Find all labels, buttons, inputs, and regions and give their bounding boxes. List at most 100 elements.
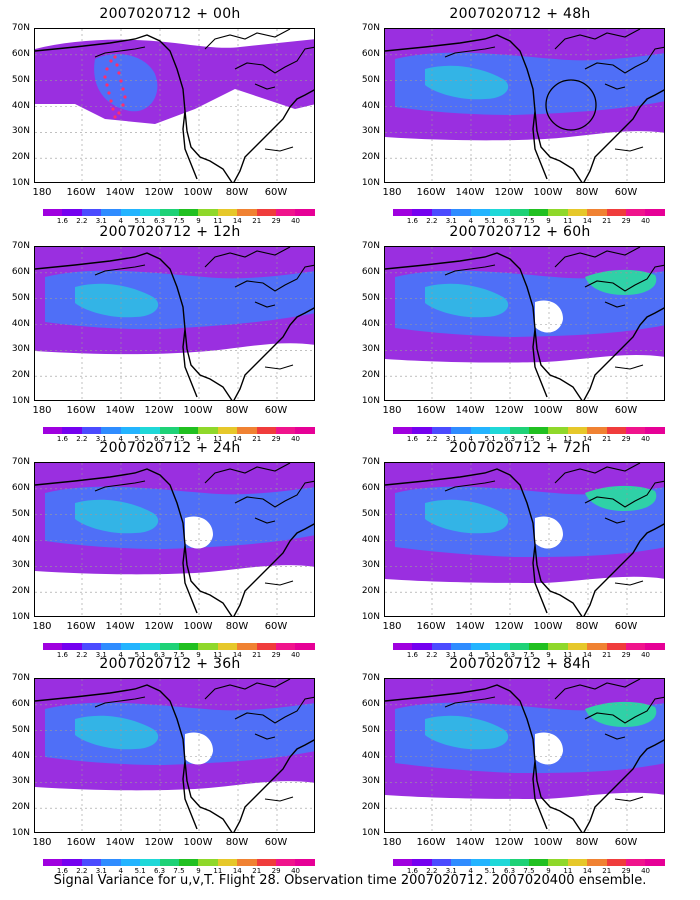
- colorbar-tick-label: 40: [291, 651, 301, 659]
- colorbar-swatch: [140, 209, 160, 216]
- longitude-label: 60W: [264, 405, 288, 416]
- colorbar-tick-label: 11: [563, 217, 573, 225]
- colorbar-swatch: [217, 209, 238, 216]
- colorbar-tick-label: 29: [621, 217, 631, 225]
- coastline-detail: [444, 247, 664, 370]
- colorbar-tick-label: 3.1: [95, 217, 107, 225]
- longitude-label: 160W: [416, 187, 446, 198]
- variance-field-mid: [94, 54, 158, 112]
- variance-field-high: [75, 715, 159, 750]
- colorbar-swatch: [490, 427, 510, 434]
- colorbar-swatch: [237, 427, 257, 434]
- colorbar: [43, 643, 315, 650]
- colorbar-swatch: [101, 859, 121, 866]
- colorbar-tick-label: 5.1: [134, 435, 146, 443]
- colorbar-swatch: [606, 427, 627, 434]
- colorbar-swatch: [140, 427, 160, 434]
- colorbar-swatch: [587, 859, 607, 866]
- latitude-label: 30N: [361, 776, 380, 787]
- latitude-label: 50N: [361, 292, 380, 303]
- colorbar-tick-label: 6.3: [503, 217, 516, 225]
- colorbar-swatch: [295, 859, 315, 866]
- variance-field-high: [425, 65, 509, 100]
- colorbar-tick-label: 1.6: [56, 651, 68, 659]
- colorbar: [393, 427, 665, 434]
- colorbar-tick-label: 9: [196, 435, 201, 443]
- latitude-label: 50N: [11, 724, 30, 735]
- latitude-label: 60N: [361, 698, 380, 709]
- flight-track-dot: [121, 87, 125, 91]
- longitude-label: 60W: [264, 187, 288, 198]
- longitude-label: 160W: [66, 621, 96, 632]
- colorbar-tick-label: 40: [641, 651, 651, 659]
- colorbar-swatch: [159, 859, 179, 866]
- colorbar-swatch: [626, 859, 646, 866]
- colorbar-tick-label: 14: [582, 435, 592, 443]
- colorbar-tick-label: 9: [196, 217, 201, 225]
- colorbar-swatch: [256, 643, 277, 650]
- longitude-label: 140W: [455, 837, 485, 848]
- panel-title: 2007020712 + 48h: [449, 6, 591, 22]
- colorbar-swatch: [626, 427, 646, 434]
- colorbar-tick-label: 5.1: [134, 867, 146, 875]
- colorbar-swatch: [548, 427, 568, 434]
- longitude-label: 180: [382, 187, 402, 198]
- latitude-label: 60N: [11, 698, 30, 709]
- flight-track-dot: [109, 99, 113, 103]
- latitude-label: 10N: [361, 828, 380, 838]
- colorbar-swatch: [451, 859, 471, 866]
- colorbar-tick-label: 5.1: [134, 651, 146, 659]
- latitude-label: 70N: [361, 241, 380, 251]
- colorbar-tick-label: 4: [468, 651, 473, 659]
- longitude-label: 140W: [455, 405, 485, 416]
- colorbar-tick-label: 3.1: [95, 435, 107, 443]
- coastline: [35, 34, 314, 182]
- longitude-label: 180: [32, 621, 52, 632]
- flight-track-dot: [103, 75, 107, 79]
- colorbar-swatch: [43, 209, 63, 216]
- latitude-label: 60N: [361, 266, 380, 277]
- latitude-label: 40N: [11, 318, 30, 329]
- colorbar-swatch: [62, 643, 82, 650]
- flight-track-dot: [119, 79, 123, 83]
- colorbar-swatch: [178, 427, 199, 434]
- flight-track-dot: [109, 59, 113, 63]
- map-panel: 2007020712 + 60h 70N 60N 50N 40N 30N 20N 10N 180…: [350, 224, 690, 449]
- colorbar-tick-label: 5.1: [484, 867, 496, 875]
- latitude-label: 20N: [361, 370, 380, 381]
- colorbar-tick-label: 5.1: [134, 217, 146, 225]
- colorbar-swatch: [645, 643, 665, 650]
- latitude-label: 10N: [361, 612, 380, 622]
- longitude-label: 180: [32, 405, 52, 416]
- colorbar-swatch: [509, 643, 529, 650]
- map-panel: 2007020712 + 12h 70N 60N 50N 40N 30N 20N 10N 180…: [0, 224, 340, 449]
- longitude-label: 100W: [533, 405, 563, 416]
- longitude-label: 160W: [66, 187, 96, 198]
- variance-field-high: [75, 499, 159, 534]
- panel-title: 2007020712 + 72h: [449, 440, 591, 456]
- colorbar-tick-label: 14: [232, 867, 242, 875]
- latitude-label: 50N: [361, 74, 380, 85]
- colorbar-tick-label: 29: [621, 867, 631, 875]
- latitude-label: 70N: [11, 457, 30, 467]
- colorbar-swatch: [528, 643, 549, 650]
- colorbar-tick-label: 7.5: [523, 867, 535, 875]
- latitude-label: 30N: [11, 776, 30, 787]
- colorbar-swatch: [217, 427, 238, 434]
- colorbar-swatch: [567, 209, 588, 216]
- longitude-label: 140W: [455, 187, 485, 198]
- coastline-detail: [94, 679, 314, 802]
- flight-track-dot: [107, 91, 111, 95]
- latitude-label: 50N: [11, 508, 30, 519]
- longitude-label: 120W: [144, 621, 174, 632]
- colorbar-tick-label: 6.3: [153, 651, 166, 659]
- colorbar-swatch: [509, 427, 529, 434]
- colorbar-swatch: [276, 859, 296, 866]
- colorbar-swatch: [237, 209, 257, 216]
- variance-field-high: [75, 283, 159, 318]
- colorbar-tick-label: 14: [232, 651, 242, 659]
- colorbar-tick-label: 7.5: [523, 435, 535, 443]
- flight-track-dot: [117, 71, 121, 75]
- colorbar-swatch: [606, 643, 627, 650]
- colorbar-swatch: [101, 427, 121, 434]
